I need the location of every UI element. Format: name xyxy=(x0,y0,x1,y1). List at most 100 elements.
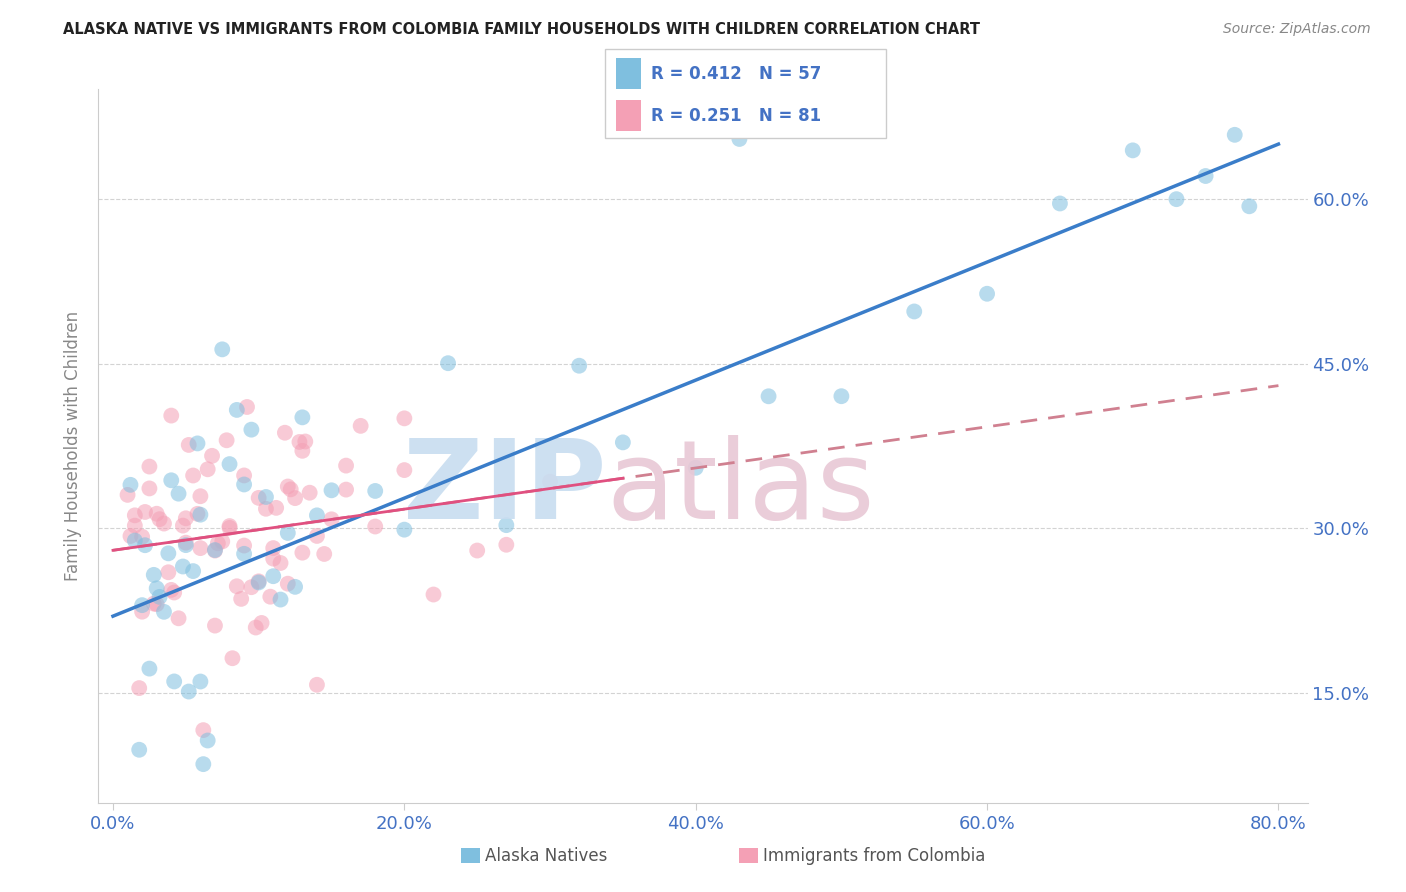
Point xyxy=(321,483,343,498)
Point xyxy=(335,458,357,473)
Point xyxy=(177,684,200,698)
Point xyxy=(240,423,263,437)
Point xyxy=(976,286,998,301)
Point xyxy=(197,733,219,747)
Point xyxy=(160,473,183,487)
Point xyxy=(314,547,336,561)
Point xyxy=(197,462,219,476)
Point xyxy=(305,529,328,543)
Point xyxy=(172,518,194,533)
Point xyxy=(215,434,238,448)
Point xyxy=(240,580,263,594)
Point xyxy=(270,592,292,607)
Point xyxy=(204,543,226,558)
Point xyxy=(495,518,517,533)
Point xyxy=(1239,199,1261,213)
Point xyxy=(190,541,212,555)
Point xyxy=(394,463,416,477)
Point xyxy=(120,478,142,492)
Point xyxy=(201,449,224,463)
Point xyxy=(298,485,321,500)
Point xyxy=(204,618,226,632)
Point xyxy=(277,576,299,591)
Point xyxy=(758,389,780,403)
Point xyxy=(291,410,314,425)
Point xyxy=(174,538,197,552)
Point xyxy=(117,488,139,502)
Point xyxy=(142,567,165,582)
Point xyxy=(685,460,707,475)
Point xyxy=(233,477,256,491)
Point xyxy=(1122,144,1144,158)
Point xyxy=(131,530,153,544)
Point xyxy=(174,535,197,549)
Point xyxy=(262,551,284,566)
Point xyxy=(277,479,299,493)
Point xyxy=(305,508,328,523)
Point xyxy=(728,132,751,146)
Point xyxy=(207,536,229,550)
Point xyxy=(233,547,256,561)
Point xyxy=(274,425,297,440)
Point xyxy=(277,526,299,541)
Point xyxy=(280,483,302,497)
Point xyxy=(174,511,197,525)
Point xyxy=(190,489,212,503)
Point xyxy=(364,519,387,533)
Point xyxy=(134,538,156,552)
Point xyxy=(172,559,194,574)
Point xyxy=(153,516,176,531)
Point xyxy=(264,500,287,515)
Bar xyxy=(461,847,479,863)
Point xyxy=(270,556,292,570)
Point xyxy=(186,436,208,450)
Point xyxy=(254,490,277,504)
Point xyxy=(128,681,150,695)
Point xyxy=(236,400,259,414)
Point xyxy=(193,723,215,738)
Point xyxy=(138,482,160,496)
Point xyxy=(321,512,343,526)
Point xyxy=(422,587,444,601)
Point xyxy=(335,483,357,497)
Point xyxy=(193,757,215,772)
Point xyxy=(149,590,172,604)
Text: Alaska Natives: Alaska Natives xyxy=(485,847,607,865)
Text: atlas: atlas xyxy=(606,435,875,542)
Point xyxy=(247,491,270,505)
Point xyxy=(245,620,267,634)
Point xyxy=(1049,196,1071,211)
Point xyxy=(291,443,314,458)
Point xyxy=(157,546,180,560)
Point xyxy=(142,597,165,611)
Point xyxy=(120,529,142,543)
Point xyxy=(153,605,176,619)
Text: R = 0.412   N = 57: R = 0.412 N = 57 xyxy=(651,64,821,83)
Point xyxy=(259,590,281,604)
Point xyxy=(305,678,328,692)
Text: Immigrants from Colombia: Immigrants from Colombia xyxy=(763,847,986,865)
Point xyxy=(138,662,160,676)
Point xyxy=(364,483,387,498)
Point xyxy=(288,434,311,449)
Point xyxy=(190,674,212,689)
Point xyxy=(134,505,156,519)
Point xyxy=(247,575,270,590)
Point xyxy=(163,585,186,599)
Point xyxy=(128,743,150,757)
Point xyxy=(247,574,270,589)
Point xyxy=(1166,192,1188,206)
Point xyxy=(131,598,153,612)
Bar xyxy=(740,847,758,863)
Point xyxy=(262,569,284,583)
Point xyxy=(254,501,277,516)
Point xyxy=(465,543,488,558)
Point xyxy=(218,457,240,471)
Point xyxy=(612,435,634,450)
Point xyxy=(145,597,167,611)
Point xyxy=(124,518,146,533)
Point xyxy=(186,507,208,521)
Point xyxy=(225,579,247,593)
Point xyxy=(250,615,273,630)
Point xyxy=(284,580,307,594)
